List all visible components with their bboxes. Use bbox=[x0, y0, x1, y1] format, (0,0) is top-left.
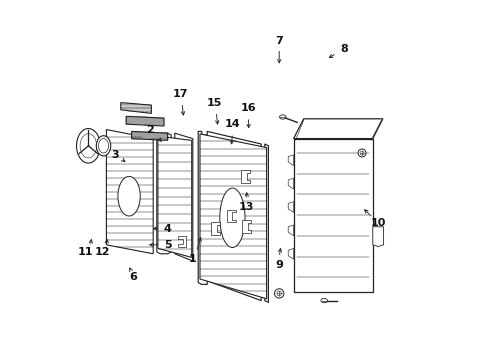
Polygon shape bbox=[288, 178, 294, 189]
Ellipse shape bbox=[220, 188, 245, 248]
Polygon shape bbox=[227, 210, 236, 222]
Polygon shape bbox=[121, 103, 151, 113]
Ellipse shape bbox=[360, 151, 364, 155]
Text: 2: 2 bbox=[146, 125, 153, 135]
Text: 14: 14 bbox=[224, 119, 240, 129]
Polygon shape bbox=[241, 170, 250, 183]
Polygon shape bbox=[132, 131, 168, 140]
Ellipse shape bbox=[76, 129, 100, 163]
Ellipse shape bbox=[280, 115, 286, 119]
Ellipse shape bbox=[358, 149, 366, 157]
Ellipse shape bbox=[97, 136, 111, 156]
Text: 6: 6 bbox=[129, 272, 137, 282]
Text: 12: 12 bbox=[95, 247, 111, 257]
Polygon shape bbox=[242, 220, 251, 233]
Ellipse shape bbox=[98, 139, 109, 153]
Polygon shape bbox=[373, 227, 384, 247]
Text: 13: 13 bbox=[239, 202, 254, 212]
Polygon shape bbox=[158, 136, 192, 257]
Polygon shape bbox=[178, 236, 186, 247]
Ellipse shape bbox=[80, 134, 97, 158]
Polygon shape bbox=[106, 130, 153, 254]
Text: 9: 9 bbox=[275, 260, 283, 270]
Polygon shape bbox=[294, 119, 383, 139]
Text: 17: 17 bbox=[172, 89, 188, 99]
Ellipse shape bbox=[274, 289, 284, 298]
Text: 10: 10 bbox=[370, 218, 386, 228]
Polygon shape bbox=[288, 225, 294, 236]
Text: 1: 1 bbox=[189, 254, 196, 264]
Text: 5: 5 bbox=[164, 240, 171, 250]
Text: 11: 11 bbox=[78, 247, 94, 257]
Polygon shape bbox=[294, 139, 373, 292]
Polygon shape bbox=[211, 222, 220, 235]
Polygon shape bbox=[157, 133, 193, 261]
Ellipse shape bbox=[118, 176, 140, 216]
Polygon shape bbox=[200, 134, 267, 299]
Text: 15: 15 bbox=[207, 98, 222, 108]
Text: 3: 3 bbox=[112, 150, 119, 160]
Text: 8: 8 bbox=[340, 44, 348, 54]
Text: 7: 7 bbox=[275, 36, 283, 46]
Polygon shape bbox=[288, 202, 294, 212]
Polygon shape bbox=[198, 131, 269, 302]
Text: 16: 16 bbox=[241, 103, 256, 113]
Polygon shape bbox=[288, 248, 294, 259]
Text: 4: 4 bbox=[164, 224, 171, 234]
Ellipse shape bbox=[277, 291, 282, 296]
Polygon shape bbox=[126, 116, 164, 126]
Ellipse shape bbox=[321, 298, 327, 303]
Polygon shape bbox=[288, 155, 294, 166]
